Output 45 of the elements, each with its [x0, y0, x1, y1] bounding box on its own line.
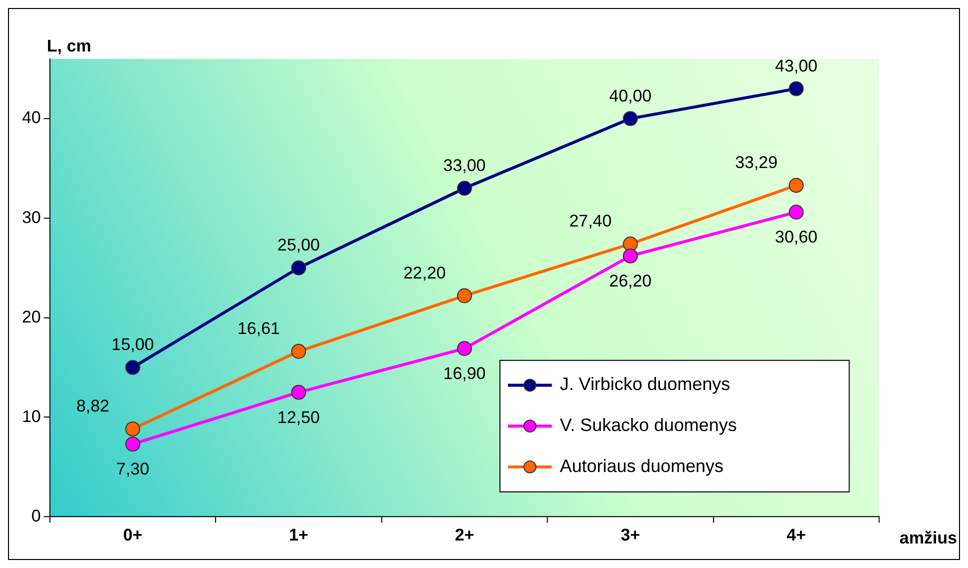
- y-tick-label: 40: [22, 108, 41, 128]
- data-label: 7,30: [116, 460, 150, 479]
- point: [291, 260, 306, 276]
- data-label: 25,00: [277, 236, 320, 255]
- point: [291, 384, 306, 400]
- data-label: 12,50: [277, 408, 320, 427]
- x-axis-title: amžius: [900, 528, 958, 548]
- point: [457, 288, 472, 304]
- x-tick-label: 4+: [786, 526, 806, 545]
- point: [125, 421, 140, 436]
- data-label: 27,40: [569, 212, 612, 231]
- y-tick-label: 20: [22, 307, 41, 326]
- y-tick-label: 0: [31, 506, 41, 526]
- data-label: 43,00: [775, 56, 818, 76]
- data-label: 40,00: [609, 86, 652, 106]
- point: [125, 360, 140, 375]
- data-label: 8,82: [76, 396, 110, 416]
- x-tick-label: 1+: [288, 526, 308, 545]
- point: [788, 204, 804, 220]
- point: [457, 341, 472, 356]
- point: [622, 111, 638, 126]
- data-label: 16,61: [238, 319, 280, 338]
- data-label: 33,29: [735, 153, 778, 172]
- data-label: 15,00: [112, 335, 154, 354]
- point: [125, 436, 140, 452]
- x-tick-label: 0+: [123, 526, 143, 545]
- x-tick-label: 3+: [620, 526, 640, 545]
- legend-label: V. Sukacko duomenys: [560, 415, 737, 436]
- point: [622, 236, 638, 252]
- y-tick-label: 10: [22, 406, 41, 426]
- data-label: 26,20: [609, 272, 652, 291]
- data-label: 22,20: [403, 264, 446, 282]
- point: [788, 178, 804, 193]
- point: [457, 180, 472, 196]
- x-tick-label: 2+: [454, 526, 474, 545]
- point: [291, 344, 306, 359]
- legend-label: Autoriaus duomenys: [560, 456, 724, 476]
- point: [788, 81, 804, 96]
- point: [622, 248, 638, 264]
- legend-label: J. Virbicko duomenys: [560, 374, 730, 394]
- data-label: 30,60: [775, 228, 818, 247]
- data-label: 16,90: [443, 364, 486, 384]
- y-tick-label: 30: [22, 208, 41, 227]
- data-label: 33,00: [443, 156, 486, 175]
- y-axis-title: L, cm: [46, 36, 92, 56]
